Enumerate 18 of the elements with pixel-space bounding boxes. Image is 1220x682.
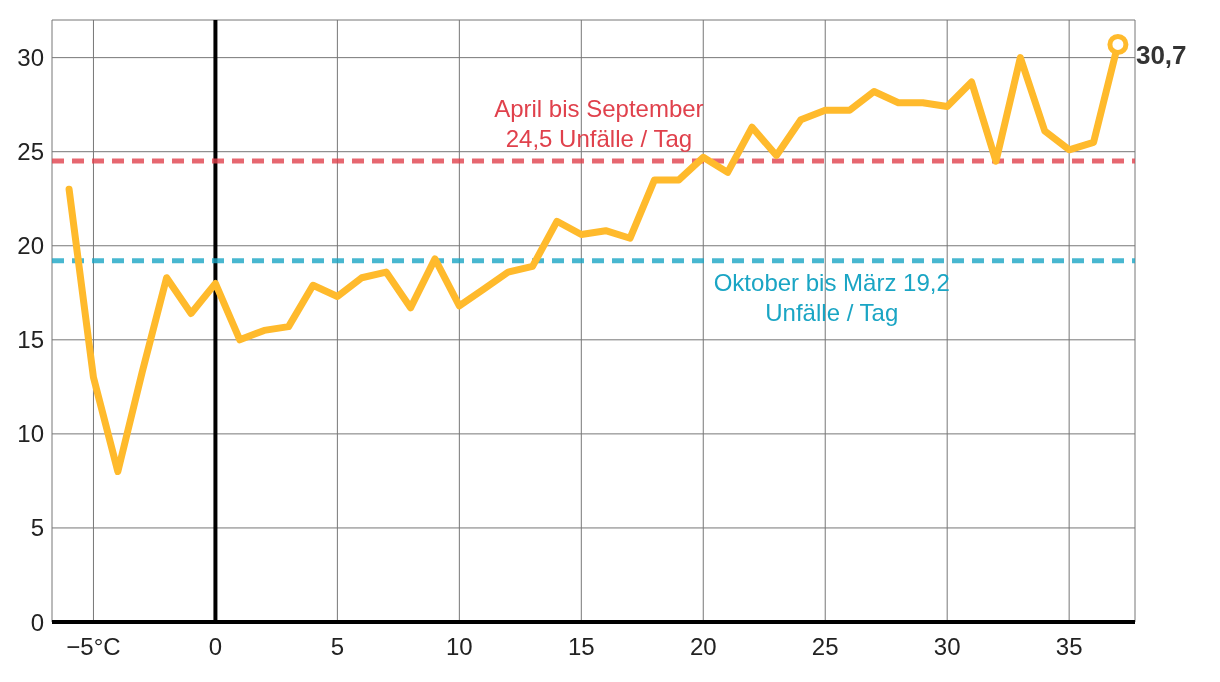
x-tick-label: 20	[689, 633, 717, 661]
x-tick-label: 35	[1055, 633, 1083, 661]
x-tick-label: 30	[933, 633, 961, 661]
y-tick-label: 0	[30, 608, 44, 636]
data-label: 30,7	[1135, 40, 1187, 71]
y-tick-label: 25	[17, 138, 44, 166]
y-tick-label: 10	[17, 420, 44, 448]
y-tick-label: 5	[30, 514, 44, 542]
y-tick-label: 30	[17, 44, 44, 72]
y-tick-label: 20	[17, 232, 44, 260]
x-tick-label: 10	[445, 633, 473, 661]
x-tick-label: 25	[811, 633, 839, 661]
x-tick-label: 5	[330, 633, 345, 661]
y-tick-label: 15	[17, 326, 44, 354]
x-tick-label: 0	[208, 633, 223, 661]
x-tick-label: 15	[567, 633, 595, 661]
x-tick-label: −5°C	[66, 633, 121, 661]
ref-line-label: Oktober bis März 19,2 Unfälle / Tag	[713, 268, 950, 326]
